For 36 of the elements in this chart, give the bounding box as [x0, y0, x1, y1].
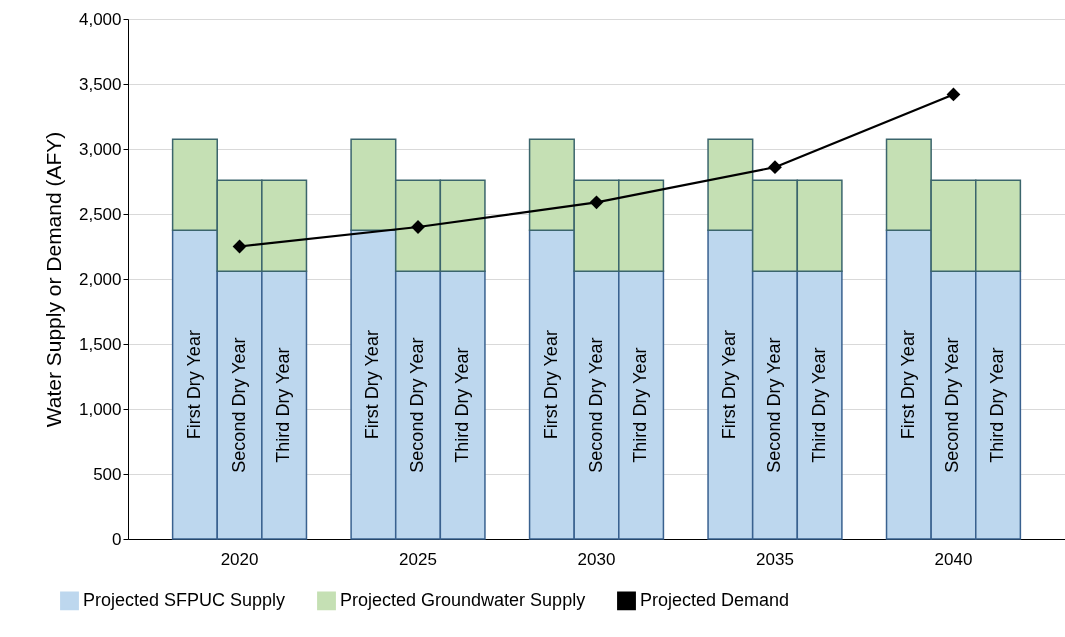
point — [589, 195, 604, 210]
y-tick-label: 3,000 — [78, 139, 122, 159]
text: 2040 — [934, 549, 973, 569]
legend-label: Projected Groundwater Supply — [340, 589, 586, 610]
x-tick-label: First Dry Year — [183, 330, 204, 440]
y-tick-label: 0 — [112, 529, 122, 549]
y-tick-label: 2,500 — [78, 204, 122, 224]
x-tick-label: Third Dry Year — [451, 347, 472, 463]
legend-label: Projected Demand — [640, 589, 790, 610]
x-tick-label: First Dry Year — [719, 330, 740, 440]
point — [946, 87, 961, 102]
y-tick-label: 1,000 — [78, 399, 122, 419]
x-tick-label: Second Dry Year — [942, 337, 963, 473]
y-tick-label: 1,500 — [78, 334, 122, 354]
text: 2030 — [577, 549, 616, 569]
x-tick-label: Third Dry Year — [808, 347, 829, 463]
x-tick-label: First Dry Year — [362, 330, 383, 440]
x-tick-label: Third Dry Year — [987, 347, 1008, 463]
text: 2035 — [756, 549, 794, 569]
y-tick-label: 4,000 — [78, 9, 122, 29]
x-tick-label: Third Dry Year — [273, 347, 294, 463]
text: 2020 — [220, 549, 259, 569]
y-tick-label: 3,500 — [78, 74, 122, 94]
y-axis-title: Water Supply or Demand (AFY) — [41, 131, 65, 428]
legend-label: Projected SFPUC Supply — [83, 589, 286, 610]
point — [768, 160, 782, 175]
y-tick-label: 500 — [93, 464, 122, 484]
x-tick-label: First Dry Year — [897, 330, 918, 440]
x-tick-label: Second Dry Year — [228, 337, 249, 473]
x-tick-label: First Dry Year — [540, 330, 561, 440]
x-tick-label: Second Dry Year — [763, 337, 784, 473]
x-tick-label: Third Dry Year — [630, 347, 651, 463]
text: 2025 — [399, 549, 437, 569]
x-tick-label: Second Dry Year — [407, 337, 428, 473]
y-tick-label: 2,000 — [78, 269, 122, 289]
x-tick-label: Second Dry Year — [585, 337, 606, 473]
